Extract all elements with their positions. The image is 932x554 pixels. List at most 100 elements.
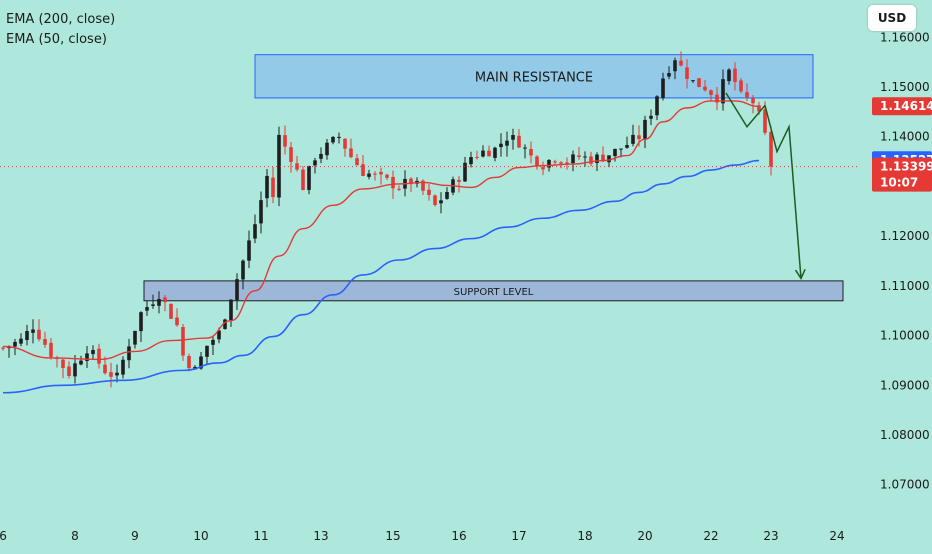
legend-ema50[interactable]: EMA (50, close) — [6, 32, 107, 47]
candle — [265, 169, 269, 208]
candle-body — [247, 240, 251, 261]
currency-button[interactable]: USD — [868, 5, 916, 31]
candle — [697, 78, 701, 88]
candle-body — [655, 96, 659, 116]
candle-body — [751, 98, 755, 104]
support-zone[interactable] — [143, 280, 844, 302]
candle — [31, 319, 35, 344]
candle-body — [601, 154, 605, 162]
candle — [223, 318, 227, 330]
candle — [97, 343, 101, 369]
x-tick-label: 18 — [577, 529, 592, 543]
candle — [529, 141, 533, 164]
price-tag-bg — [872, 97, 932, 116]
candle-body — [721, 79, 725, 104]
candle-body — [739, 80, 743, 92]
candle — [127, 338, 131, 369]
candle-body — [541, 167, 545, 170]
candle-body — [697, 78, 701, 87]
axis-layer: 1.07000 1.08000 1.09000 1.10000 1.11000 1.120… — [0, 30, 932, 543]
y-tick-label: 1.08000 — [880, 428, 930, 442]
candle-body — [133, 330, 137, 345]
candle-body — [127, 346, 131, 361]
candle — [769, 125, 773, 176]
candle — [61, 358, 65, 379]
x-tick-label: 13 — [313, 529, 328, 543]
candle-body — [253, 224, 257, 239]
candle — [481, 145, 485, 158]
candle — [751, 94, 755, 114]
candle — [499, 133, 503, 157]
candle — [181, 323, 185, 361]
candle-body — [373, 173, 377, 175]
candle-body — [511, 135, 515, 140]
candle — [13, 338, 17, 356]
candle-body — [157, 298, 161, 306]
x-tick-label: 9 — [131, 529, 139, 543]
candle-body — [103, 364, 107, 374]
candle-body — [445, 191, 449, 199]
price-tag-label: 1.13399 — [880, 160, 932, 174]
candle-body — [13, 341, 17, 347]
candle-body — [19, 338, 23, 344]
candle-body — [505, 140, 509, 146]
candle — [445, 187, 449, 200]
candle-body — [475, 156, 479, 158]
candle — [397, 185, 401, 191]
candle — [343, 138, 347, 157]
candle — [163, 295, 167, 312]
candle — [229, 299, 233, 327]
ema200-line[interactable] — [2, 159, 760, 394]
price-tag-label: 1.14614 — [880, 99, 932, 113]
price-tag[interactable]: 1.14614 — [872, 97, 932, 116]
candle-body — [433, 195, 437, 205]
price-tag[interactable]: 1.13399 10:07 — [872, 157, 932, 192]
candle-body — [763, 109, 767, 133]
candle-body — [97, 348, 101, 364]
candle — [289, 142, 293, 173]
candle-body — [523, 147, 527, 149]
candle-body — [109, 372, 113, 377]
candle-body — [235, 279, 239, 301]
candle — [385, 173, 389, 181]
candle-body — [79, 360, 83, 365]
pattern-path[interactable] — [725, 92, 766, 129]
candle — [727, 68, 731, 85]
candle-body — [481, 150, 485, 157]
candle-body — [667, 73, 671, 77]
candle-body — [325, 142, 329, 156]
candle-body — [277, 134, 281, 198]
annotation-layer — [0, 92, 858, 280]
candle-body — [283, 135, 287, 147]
y-tick-label: 1.07000 — [880, 478, 930, 492]
candle-body — [439, 200, 443, 204]
candle-body — [355, 158, 359, 166]
candle-body — [685, 67, 689, 79]
x-tick-label: 6 — [0, 529, 7, 543]
candle-body — [583, 156, 587, 158]
candle — [337, 132, 341, 144]
x-tick-label: 16 — [451, 529, 466, 543]
projection-path[interactable] — [764, 105, 802, 279]
candle — [595, 152, 599, 171]
candle-body — [619, 148, 623, 150]
ema50-line[interactable] — [2, 100, 760, 361]
resistance-zone[interactable] — [254, 54, 814, 99]
candle — [691, 79, 695, 83]
candle-body — [709, 90, 713, 95]
candle — [307, 165, 311, 195]
candle — [115, 364, 119, 383]
candle — [745, 83, 749, 102]
candle — [373, 171, 377, 181]
candle — [25, 324, 29, 346]
candle-body — [121, 359, 125, 375]
candle-body — [571, 154, 575, 164]
candle — [715, 86, 719, 111]
candle — [685, 59, 689, 89]
candle-body — [727, 69, 731, 82]
candle-body — [421, 180, 425, 191]
legend-ema200[interactable]: EMA (200, close) — [6, 12, 116, 27]
candle — [613, 148, 617, 162]
candle — [73, 355, 77, 384]
